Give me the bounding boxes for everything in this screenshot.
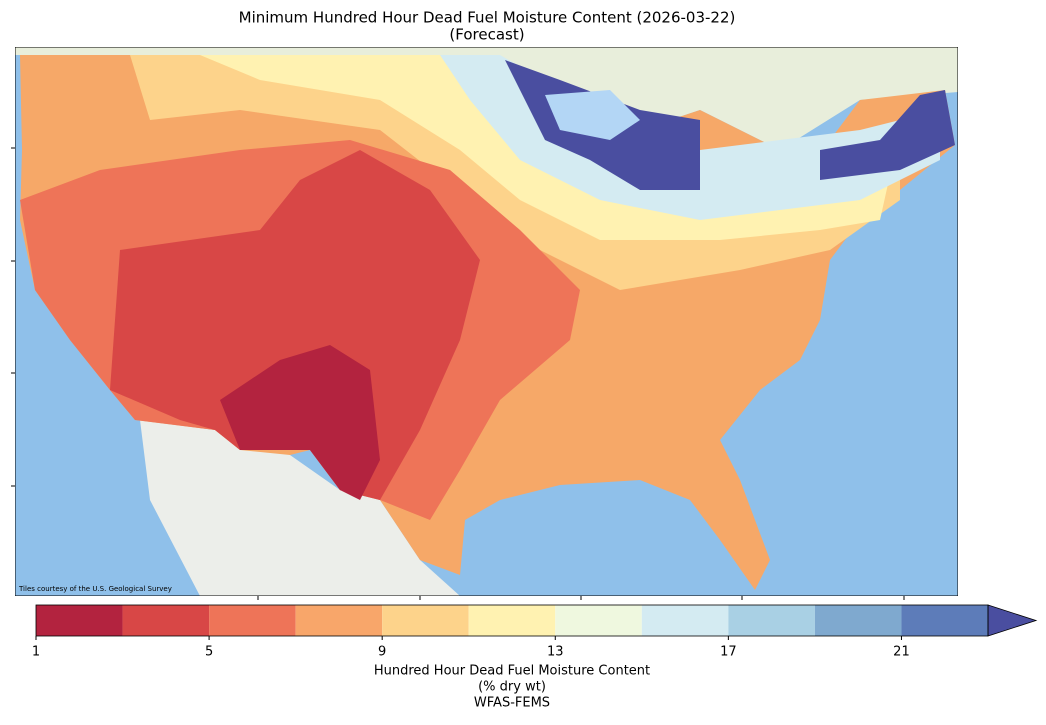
colorbar-bin bbox=[209, 605, 296, 636]
zone bbox=[820, 90, 955, 180]
canada bbox=[15, 47, 958, 150]
colorbar-bin bbox=[382, 605, 469, 636]
lakes bbox=[545, 90, 640, 140]
colorbar-tick-label: 21 bbox=[893, 645, 910, 660]
subtitle: (Forecast) bbox=[449, 26, 524, 44]
map: Tiles courtesy of the U.S. Geological Su… bbox=[11, 47, 958, 600]
colorbar-frame bbox=[35, 604, 989, 637]
colorbar-tick-label: 9 bbox=[378, 645, 386, 660]
colorbar-tick-label: 17 bbox=[720, 645, 737, 660]
colorbar-bin bbox=[728, 605, 815, 636]
colorbar-tick-label: 13 bbox=[547, 645, 564, 660]
colorbar-label: Hundred Hour Dead Fuel Moisture Content bbox=[374, 664, 650, 679]
colorbar-extend bbox=[987, 604, 1038, 637]
colorbar-bin bbox=[641, 605, 729, 636]
colorbar-bin bbox=[295, 605, 383, 636]
mexico bbox=[140, 420, 460, 596]
colorbar-tick-label: 5 bbox=[205, 645, 213, 660]
title: Minimum Hundred Hour Dead Fuel Moisture … bbox=[239, 9, 736, 27]
colorbar-bin bbox=[901, 605, 988, 636]
colorbar-bin bbox=[122, 605, 210, 636]
map-ticks bbox=[11, 147, 905, 600]
zone bbox=[220, 345, 380, 500]
zone bbox=[110, 150, 480, 500]
colorbar-units: (% dry wt) bbox=[478, 680, 546, 695]
colorbar-bin bbox=[555, 605, 642, 636]
attribution: Tiles courtesy of the U.S. Geological Su… bbox=[18, 585, 172, 593]
colorbar-tick-label: 1 bbox=[32, 645, 40, 660]
colorbar-bin bbox=[36, 605, 123, 636]
colorbar-bin bbox=[468, 605, 556, 636]
colorbar-bin bbox=[814, 605, 902, 636]
colorbar-source: WFAS-FEMS bbox=[474, 696, 550, 711]
colorbar: 1 5 9 13 17 21 bbox=[32, 604, 1038, 660]
